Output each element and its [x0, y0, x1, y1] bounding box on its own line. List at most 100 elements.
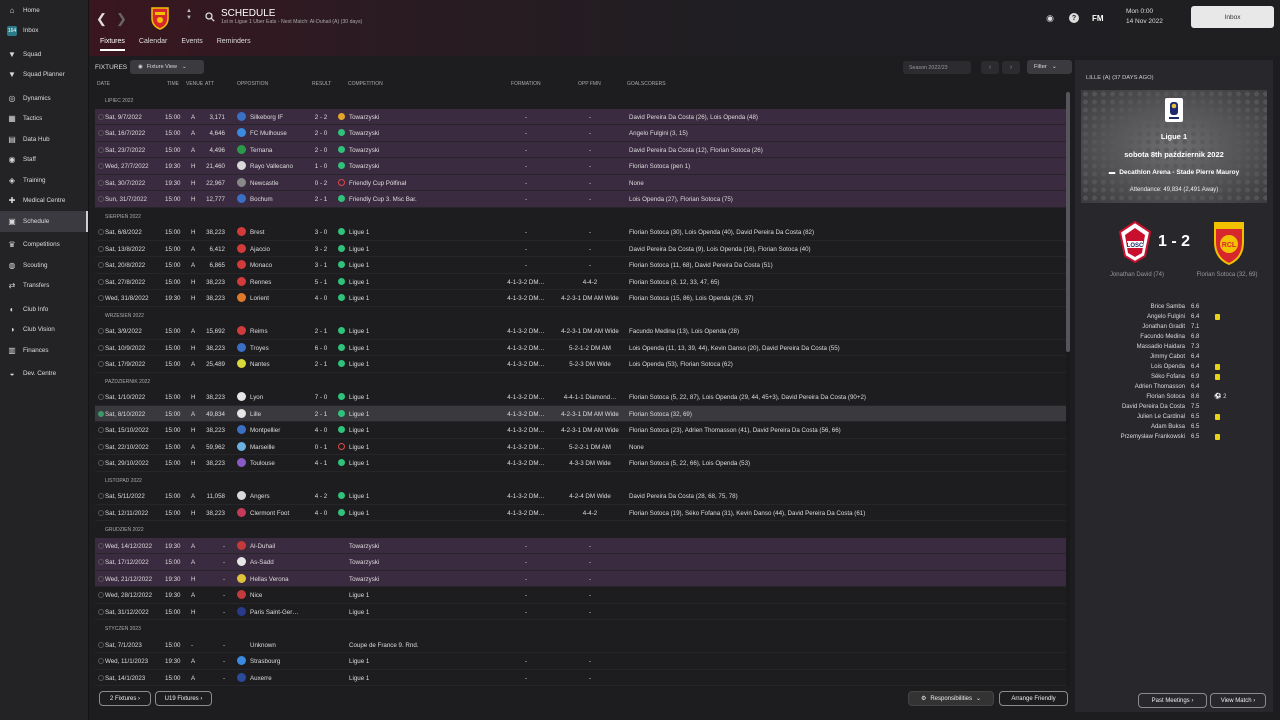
- rating-row[interactable]: Adam Buksa 6.5: [1075, 423, 1273, 433]
- col-opp-formation[interactable]: OPP FMN: [578, 81, 601, 87]
- fixture-opposition[interactable]: Hellas Verona: [250, 575, 289, 583]
- rating-row[interactable]: Angelo Fulgini 6.4: [1075, 313, 1273, 323]
- sidebar-item-squad-planner[interactable]: ▼ Squad Planner: [0, 65, 88, 86]
- fixture-opposition[interactable]: Lorient: [250, 295, 269, 302]
- table-row[interactable]: Sat, 16/7/2022 15:00 A 4,646 FC Mulhouse 2 - …: [95, 125, 1067, 142]
- sidebar-item-staff[interactable]: ◉ Staff: [0, 150, 88, 171]
- col-time[interactable]: TIME: [167, 81, 179, 87]
- sidebar-item-competitions[interactable]: ♛ Competitions: [0, 235, 88, 256]
- sidebar-item-squad[interactable]: ▼ Squad: [0, 44, 88, 65]
- fixture-opposition[interactable]: Silkeborg IF: [250, 113, 284, 121]
- search-icon[interactable]: [205, 12, 215, 22]
- rating-row[interactable]: David Pereira Da Costa 7.5: [1075, 403, 1273, 413]
- sidebar-item-dev-centre[interactable]: ◒ Dev. Centre: [0, 364, 88, 385]
- season-selector[interactable]: Season 2022/23: [903, 61, 971, 74]
- fixture-opposition[interactable]: Newcastle: [250, 179, 279, 187]
- rating-row[interactable]: Brice Samba 6.6: [1075, 303, 1273, 313]
- next-season-button[interactable]: ›: [1002, 61, 1020, 74]
- col-att[interactable]: ATT: [205, 81, 215, 87]
- table-row[interactable]: Sat, 10/9/2022 15:00 H 38,223 Troyes 6 - 0 Lig…: [95, 340, 1067, 356]
- row-select-indicator[interactable]: [98, 493, 104, 499]
- prev-season-button[interactable]: ‹: [981, 61, 999, 74]
- fixture-opposition[interactable]: Ternana: [250, 146, 273, 154]
- tab-calendar[interactable]: Calendar: [138, 38, 168, 45]
- fixture-opposition[interactable]: Reims: [250, 328, 268, 335]
- view-match-button[interactable]: View Match ›: [1210, 693, 1266, 708]
- table-row[interactable]: Wed, 21/12/2022 19:30 H - Hellas Verona Towar…: [95, 570, 1067, 587]
- row-select-indicator[interactable]: [98, 575, 104, 582]
- lille-crest-icon[interactable]: LOSC: [1118, 220, 1152, 264]
- fixture-opposition[interactable]: Strasbourg: [250, 658, 281, 665]
- sidebar-item-club-info[interactable]: ◐ Club Info: [0, 299, 88, 320]
- table-row[interactable]: Sat, 17/9/2022 15:00 A 25,489 Nantes 2 - 1 Lig…: [95, 356, 1067, 373]
- table-row[interactable]: Sat, 15/10/2022 15:00 H 38,223 Montpellier 4 …: [95, 422, 1067, 439]
- club-crest-icon[interactable]: [150, 6, 170, 30]
- row-select-indicator[interactable]: [98, 509, 104, 516]
- table-row[interactable]: Sat, 31/12/2022 15:00 H - Paris Saint-Ger… Li…: [95, 604, 1067, 620]
- fixture-opposition[interactable]: Angers: [250, 493, 270, 500]
- help-icon[interactable]: ?: [1069, 13, 1079, 23]
- sidebar-item-home[interactable]: ⌂ Home: [0, 0, 88, 21]
- fixture-opposition[interactable]: Al-Duhail: [250, 542, 276, 550]
- table-row[interactable]: Sat, 20/8/2022 15:00 A 6,865 Monaco 3 - 1 Ligu…: [95, 257, 1067, 274]
- table-row[interactable]: Sat, 23/7/2022 15:00 A 4,496 Ternana 2 - 0 Tow…: [95, 141, 1067, 158]
- fixture-opposition[interactable]: Auxerre: [250, 674, 272, 682]
- row-select-indicator[interactable]: [98, 542, 104, 549]
- rc-lens-crest-icon[interactable]: RCL: [1212, 220, 1246, 266]
- sidebar-item-dynamics[interactable]: ◎ Dynamics: [0, 88, 88, 109]
- row-select-indicator[interactable]: [98, 460, 104, 466]
- table-row[interactable]: Sat, 29/10/2022 15:00 H 38,223 Toulouse 4 - 1…: [95, 455, 1067, 472]
- table-row[interactable]: Sat, 8/10/2022 15:00 A 49,834 Lille 2 - 1 Ligu…: [95, 405, 1067, 422]
- row-select-indicator[interactable]: [98, 295, 104, 301]
- table-row[interactable]: Sat, 13/8/2022 15:00 A 6,412 Ajaccio 3 - 2 Lig…: [95, 241, 1067, 257]
- sidebar-item-training[interactable]: ◈ Training: [0, 170, 88, 191]
- row-select-indicator[interactable]: [98, 559, 104, 565]
- fixture-opposition[interactable]: Monaco: [250, 262, 273, 269]
- fixture-opposition[interactable]: Ajaccio: [250, 245, 270, 253]
- fixture-opposition[interactable]: Rennes: [250, 278, 272, 286]
- row-select-indicator[interactable]: [98, 196, 104, 202]
- row-select-indicator[interactable]: [98, 278, 104, 285]
- sidebar-item-tactics[interactable]: ▦ Tactics: [0, 109, 88, 130]
- fixture-opposition[interactable]: FC Mulhouse: [250, 130, 287, 137]
- table-row[interactable]: Sat, 9/7/2022 15:00 A 3,171 Silkeborg IF 2 - …: [95, 108, 1067, 125]
- table-row[interactable]: Sat, 12/11/2022 15:00 H 38,223 Clermont Foot…: [95, 505, 1067, 521]
- fixture-opposition[interactable]: Marseille: [250, 443, 275, 451]
- col-result[interactable]: RESULT: [312, 81, 332, 87]
- sidebar-item-inbox[interactable]: 164 Inbox: [0, 21, 88, 42]
- u19-fixtures-button[interactable]: U19 Fixtures ›: [155, 691, 212, 706]
- fixture-opposition[interactable]: Unknown: [250, 641, 276, 649]
- table-row[interactable]: Sat, 17/12/2022 15:00 A - As-Sadd Towarzyski -…: [95, 554, 1067, 571]
- table-row[interactable]: Sun, 31/7/2022 15:00 H 12,777 Bochum 2 - 1 Fri…: [95, 191, 1067, 208]
- row-select-indicator[interactable]: [98, 427, 104, 433]
- col-formation[interactable]: FORMATION: [511, 81, 541, 87]
- row-select-indicator[interactable]: [98, 146, 104, 153]
- filter-dropdown[interactable]: Filter ⌄: [1027, 60, 1072, 74]
- fixture-view-dropdown[interactable]: ◉ Fixture View ⌄: [130, 60, 204, 74]
- table-row[interactable]: Sat, 6/8/2022 15:00 H 38,223 Brest 3 - 0 Ligue…: [95, 224, 1067, 241]
- row-select-indicator[interactable]: [98, 344, 104, 351]
- row-select-indicator[interactable]: [98, 641, 104, 648]
- table-row[interactable]: Wed, 14/12/2022 19:30 A - Al-Duhail Towarzysk…: [95, 537, 1067, 554]
- rating-row[interactable]: Jonathan Gradit 7.1: [1075, 323, 1273, 333]
- fixture-opposition[interactable]: Rayo Vallecano: [250, 163, 293, 170]
- club-badge-icon[interactable]: ◉: [1046, 12, 1054, 23]
- col-competition[interactable]: COMPETITION: [348, 81, 383, 87]
- fixture-opposition[interactable]: As-Sadd: [250, 559, 274, 566]
- fixture-opposition[interactable]: Lyon: [250, 394, 264, 401]
- rating-row[interactable]: Séko Fofana 6.9: [1075, 373, 1273, 383]
- fixture-opposition[interactable]: Montpellier: [250, 427, 281, 434]
- row-select-indicator[interactable]: [98, 113, 104, 120]
- fixture-opposition[interactable]: Bochum: [250, 196, 273, 203]
- tab-events[interactable]: Events: [181, 38, 203, 45]
- past-meetings-button[interactable]: Past Meetings ›: [1138, 693, 1207, 708]
- rating-row[interactable]: Massadio Haidara 7.3: [1075, 343, 1273, 353]
- club-switch-icon[interactable]: ▲ ▼: [186, 8, 192, 21]
- scrollbar-thumb[interactable]: [1066, 92, 1070, 352]
- fixture-opposition[interactable]: Lille: [250, 410, 262, 418]
- table-row[interactable]: Wed, 11/1/2023 19:30 A - Strasbourg Ligue 1 - -: [95, 653, 1067, 670]
- rating-row[interactable]: Lois Openda 6.4: [1075, 363, 1273, 373]
- row-select-indicator[interactable]: [98, 361, 104, 367]
- rating-row[interactable]: Przemysław Frankowski 6.5: [1075, 433, 1273, 443]
- game-date[interactable]: Mon 0:00 14 Nov 2022: [1126, 8, 1163, 25]
